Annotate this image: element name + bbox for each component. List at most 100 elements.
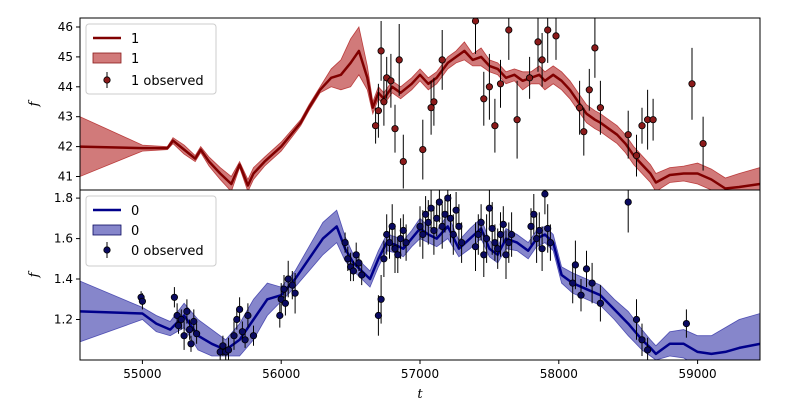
bottom-observed-point <box>377 295 385 303</box>
top-legend: 1 1 1 observed <box>85 23 217 95</box>
top-observed-point <box>575 104 584 112</box>
top-observed-point <box>395 56 403 64</box>
bottom-observed-point <box>233 315 241 324</box>
top-y-tick-label: 43 <box>58 110 73 124</box>
bottom-observed-point <box>238 328 246 336</box>
bottom-observed-point <box>394 251 402 259</box>
bottom-observed-point <box>571 261 580 269</box>
bottom-observed-point <box>402 239 410 247</box>
bottom-observed-point <box>485 204 493 212</box>
bottom-observed-point <box>433 214 441 222</box>
bottom-observed-point <box>177 315 185 324</box>
bottom-observed-point <box>421 210 430 218</box>
bottom-observed-point <box>441 210 449 218</box>
top-observed-point <box>485 83 493 91</box>
bottom-observed-point <box>582 265 591 273</box>
bottom-observed-point <box>643 346 652 354</box>
top-y-tick-label: 44 <box>58 80 73 94</box>
top-legend-label-observed: 1 observed <box>131 74 204 89</box>
bottom-observed-point <box>276 311 284 320</box>
bottom-observed-point <box>391 245 399 253</box>
bottom-observed-point <box>180 332 188 340</box>
bottom-observed-point <box>505 239 513 247</box>
bottom-observed-point <box>385 239 394 247</box>
top-y-tick-label: 46 <box>58 20 73 34</box>
panel-bottom: 1.2 1.4 1.6 1.8 55000 56000 57000 58000 59000 f… <box>27 190 760 400</box>
bottom-observed-point <box>424 218 432 226</box>
bottom-observed-point <box>396 235 405 243</box>
bottom-observed-point <box>244 311 252 320</box>
bottom-observed-point <box>482 235 491 243</box>
bottom-observed-point <box>236 305 244 313</box>
bottom-observed-point <box>682 319 691 328</box>
top-y-axis-ticks: 41 42 43 44 45 46 <box>58 20 80 184</box>
bottom-plot-area <box>80 190 760 360</box>
top-observed-point <box>534 38 542 46</box>
bottom-y-tick-label: 1.8 <box>54 191 73 205</box>
bottom-observed-point <box>186 325 194 334</box>
top-observed-point <box>591 44 599 52</box>
top-observed-point <box>525 74 534 82</box>
x-tick-label: 57000 <box>401 367 439 381</box>
top-observed-point <box>491 122 499 130</box>
top-observed-point <box>624 131 632 139</box>
top-observed-point <box>399 158 407 166</box>
bottom-y-axis-label: f <box>27 270 42 278</box>
bottom-legend: 0 0 0 observed <box>85 195 217 267</box>
top-y-tick-label: 41 <box>58 170 73 184</box>
bottom-y-tick-label: 1.2 <box>54 313 73 327</box>
top-legend-label-band: 1 <box>131 52 139 67</box>
bottom-legend-band-swatch <box>92 224 122 236</box>
top-observed-point <box>377 47 385 55</box>
bottom-observed-point <box>624 198 632 206</box>
top-observed-point <box>544 26 552 34</box>
top-observed-point <box>380 98 388 106</box>
bottom-legend-marker-swatch <box>103 246 111 254</box>
bottom-observed-point <box>291 289 299 297</box>
top-observed-point <box>438 56 446 64</box>
top-plot-area <box>80 18 760 190</box>
bottom-observed-point <box>444 194 452 202</box>
bottom-observed-point <box>281 299 289 307</box>
bottom-observed-point <box>446 214 455 222</box>
bottom-observed-point <box>502 251 510 259</box>
bottom-observed-point <box>488 224 496 233</box>
bottom-observed-point <box>507 230 516 239</box>
top-legend-label-line: 1 <box>131 32 139 47</box>
bottom-observed-point <box>638 336 646 344</box>
top-observed-point <box>374 107 382 115</box>
bottom-observed-point <box>474 230 482 239</box>
top-observed-point <box>638 122 646 130</box>
bottom-observed-point <box>546 239 555 247</box>
bottom-observed-point <box>284 275 292 283</box>
top-observed-point <box>391 125 399 133</box>
top-observed-point <box>505 26 513 34</box>
bottom-legend-label-observed: 0 observed <box>131 244 204 259</box>
top-observed-point <box>688 80 696 88</box>
bottom-observed-point <box>496 230 505 239</box>
bottom-observed-point <box>280 285 288 293</box>
top-model-line <box>80 49 760 190</box>
bottom-observed-point <box>383 230 391 239</box>
bottom-observed-point <box>477 218 485 226</box>
bottom-observed-point <box>419 230 427 239</box>
x-tick-label: 59000 <box>679 367 717 381</box>
top-observed-point <box>699 140 707 148</box>
bottom-observed-point <box>399 226 407 235</box>
bottom-observed-point <box>430 226 438 235</box>
bottom-observed-point <box>491 239 499 247</box>
bottom-observed-point <box>374 311 382 320</box>
x-tick-label: 56000 <box>262 367 300 381</box>
bottom-observed-point <box>344 255 352 263</box>
bottom-observed-point <box>544 224 552 233</box>
bottom-observed-point <box>230 332 238 340</box>
bottom-observed-point <box>435 198 443 206</box>
top-observed-point <box>371 122 380 130</box>
bottom-axes-frame <box>79 189 761 361</box>
bottom-observed-point <box>449 230 457 239</box>
top-observed-point <box>585 86 593 94</box>
bottom-observed-point <box>341 239 349 247</box>
bottom-observed-point <box>471 243 480 251</box>
bottom-legend-box <box>85 195 217 267</box>
